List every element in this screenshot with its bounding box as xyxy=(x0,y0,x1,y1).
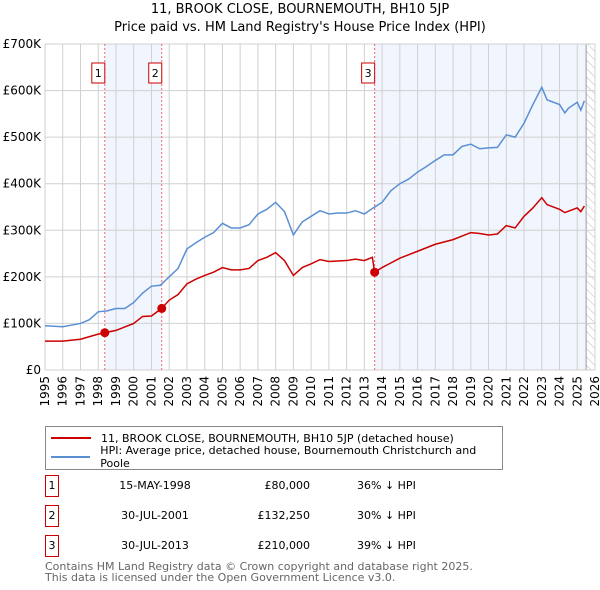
x-tick-label: 2021 xyxy=(499,376,513,407)
sale-point xyxy=(100,328,110,338)
chart-title: 11, BROOK CLOSE, BOURNEMOUTH, BH10 5JP xyxy=(150,2,450,17)
sale-label-box xyxy=(148,62,163,84)
x-tick-label: 2025 xyxy=(570,376,584,407)
y-tick-label: £500K xyxy=(3,130,43,144)
x-tick-label: 2004 xyxy=(198,376,212,407)
sale-marker: 3 xyxy=(45,535,59,557)
sale-point xyxy=(157,303,167,313)
y-tick-label: £200K xyxy=(3,270,43,284)
chart-subtitle: Price paid vs. HM Land Registry's House … xyxy=(114,20,486,35)
sale-hpi-diff: 30% ↓ HPI xyxy=(357,509,416,522)
sale-label: 2 xyxy=(152,67,159,80)
x-tick-label: 2016 xyxy=(411,376,425,407)
sale-row: 1 15-MAY-1998 £80,000 36% ↓ HPI xyxy=(45,475,445,499)
legend-item-property: 11, BROOK CLOSE, BOURNEMOUTH, BH10 5JP (… xyxy=(51,430,454,446)
sale-label: 1 xyxy=(95,67,102,80)
footer-copyright: Contains HM Land Registry data © Crown c… xyxy=(45,560,473,573)
x-tick-label: 2010 xyxy=(304,376,318,407)
x-tick-label: 2001 xyxy=(144,376,158,407)
x-tick-label: 2024 xyxy=(553,376,567,407)
legend: 11, BROOK CLOSE, BOURNEMOUTH, BH10 5JP (… xyxy=(45,426,503,470)
x-tick-label: 2020 xyxy=(482,376,496,407)
legend-label: HPI: Average price, detached house, Bour… xyxy=(100,444,477,470)
y-tick-label: £700K xyxy=(3,37,43,51)
sale-hpi-diff: 39% ↓ HPI xyxy=(357,539,416,552)
sale-row: 2 30-JUL-2001 £132,250 30% ↓ HPI xyxy=(45,505,445,529)
x-tick-label: 2026 xyxy=(588,376,600,407)
x-tick-label: 2000 xyxy=(127,376,141,407)
x-tick-label: 1999 xyxy=(109,376,123,407)
x-tick-label: 2018 xyxy=(446,376,460,407)
sale-label-box xyxy=(91,62,106,84)
sale-price: £80,000 xyxy=(264,479,311,492)
sale-label-box xyxy=(361,62,376,84)
x-tick-label: 2017 xyxy=(428,376,442,407)
y-tick-label: £600K xyxy=(3,84,43,98)
sale-row: 3 30-JUL-2013 £210,000 39% ↓ HPI xyxy=(45,535,445,559)
x-tick-label: 1997 xyxy=(73,376,87,407)
sale-point xyxy=(370,267,380,277)
x-tick-label: 2003 xyxy=(180,376,194,407)
legend-swatch-blue xyxy=(51,456,91,458)
shaded-period xyxy=(374,44,587,370)
legend-label: 11, BROOK CLOSE, BOURNEMOUTH, BH10 5JP (… xyxy=(101,431,454,445)
x-tick-label: 2022 xyxy=(517,376,531,407)
forecast-hatch xyxy=(586,44,595,370)
x-tick-label: 2013 xyxy=(357,376,371,407)
x-tick-label: 2002 xyxy=(162,376,176,407)
sale-price: £132,250 xyxy=(257,509,311,522)
x-tick-label: 2011 xyxy=(322,376,336,407)
x-tick-label: 1998 xyxy=(91,376,105,407)
x-tick-label: 1995 xyxy=(38,376,52,407)
sale-date: 30-JUL-2013 xyxy=(121,539,189,552)
sale-hpi-diff: 36% ↓ HPI xyxy=(357,479,416,492)
x-tick-label: 2015 xyxy=(393,376,407,407)
sale-marker: 2 xyxy=(45,505,59,527)
sale-label: 3 xyxy=(365,67,372,80)
x-tick-label: 2005 xyxy=(215,376,229,407)
sale-marker: 1 xyxy=(45,475,59,497)
legend-item-hpi: HPI: Average price, detached house, Bour… xyxy=(51,444,502,470)
x-tick-label: 2012 xyxy=(340,376,354,407)
x-tick-label: 2014 xyxy=(375,376,389,407)
y-tick-label: £400K xyxy=(3,177,43,191)
footer-licence: This data is licensed under the Open Gov… xyxy=(45,571,396,584)
y-tick-label: £300K xyxy=(3,223,43,237)
x-tick-label: 2009 xyxy=(286,376,300,407)
x-tick-label: 2007 xyxy=(251,376,265,407)
x-tick-label: 2019 xyxy=(464,376,478,407)
legend-swatch-red xyxy=(51,437,91,439)
sale-date: 15-MAY-1998 xyxy=(119,479,191,492)
sale-date: 30-JUL-2001 xyxy=(121,509,189,522)
sale-price: £210,000 xyxy=(257,539,311,552)
x-tick-label: 1996 xyxy=(56,376,70,407)
y-tick-label: £0 xyxy=(26,363,41,377)
price-chart: 1995 1996 1997 1998 1999 2000 2001 2002 2003 2004… xyxy=(3,37,600,407)
x-tick-label: 2008 xyxy=(269,376,283,407)
series-line xyxy=(44,85,586,328)
y-tick-label: £100K xyxy=(3,316,43,330)
x-tick-label: 2006 xyxy=(233,376,247,407)
x-tick-label: 2023 xyxy=(535,376,549,407)
